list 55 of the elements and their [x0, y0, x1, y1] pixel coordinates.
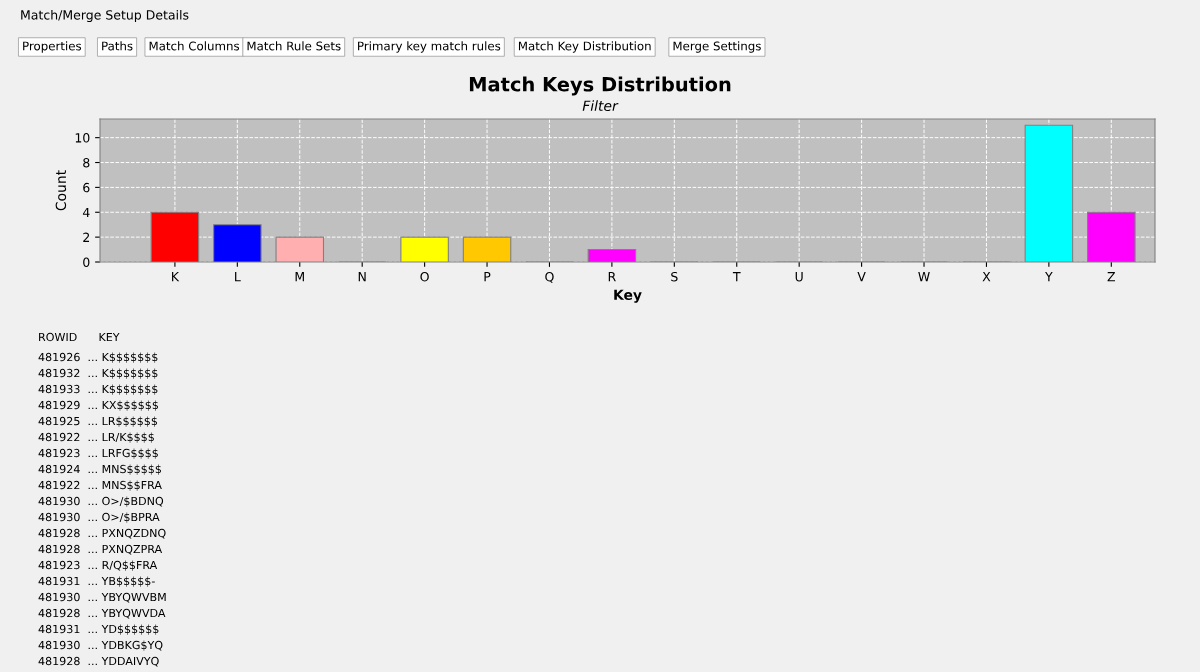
x-tick-label: N: [358, 272, 366, 282]
x-tick-label: S: [671, 271, 678, 282]
x-tick-label: R: [608, 272, 616, 282]
chart-title: Match Keys Distribution: [469, 76, 731, 96]
x-tick-label: Q: [545, 271, 554, 283]
y-tick-label: 10: [75, 133, 90, 143]
text: Merge Settings: [673, 41, 761, 53]
text: Match/Merge Setup Details: [21, 9, 189, 23]
text: 481930 ... YBYQWVBM: [38, 592, 166, 603]
text: 481930 ... O>/$BPRA: [38, 512, 160, 523]
text: 481932 ... K$$$$$$$: [38, 368, 158, 379]
text: ROWID KEY: [39, 332, 120, 342]
x-tick-label: Z: [1107, 272, 1116, 282]
text: Properties: [23, 41, 82, 53]
text: Match Key Distribution: [518, 41, 651, 53]
y-tick-label: 6: [83, 182, 90, 193]
x-tick-label: O: [420, 271, 429, 282]
text: 481931 ... YB$$$$$-: [38, 576, 155, 587]
y-tick-label: 8: [83, 157, 90, 168]
x-tick-label: X: [982, 272, 991, 282]
text: 481923 ... LRFG$$$$: [38, 448, 158, 459]
y-tick-label: 0: [83, 257, 90, 267]
text: 481930 ... O>/$BDNQ: [38, 496, 164, 507]
x-tick-label: M: [295, 272, 304, 282]
y-tick-label: 2: [83, 232, 90, 242]
x-tick-label: L: [235, 272, 241, 282]
text: Primary key match rules: [358, 41, 501, 53]
x-tick-label: K: [172, 272, 180, 282]
text: Paths: [102, 41, 133, 51]
text: 481929 ... KX$$$$$$: [38, 400, 158, 411]
y-axis-title: Count: [55, 170, 67, 211]
x-tick-label: W: [918, 272, 930, 282]
chart-subtitle: Filter: [582, 100, 619, 112]
y-tick-label: 4: [82, 207, 90, 218]
text: 481922 ... MNS$$FRA: [38, 480, 162, 491]
text: 481928 ... PXNQZDNQ: [38, 528, 166, 539]
text: 481922 ... LR/K$$$$: [38, 432, 154, 443]
text: 481923 ... R/Q$$FRA: [38, 560, 158, 571]
x-tick-label: T: [732, 272, 741, 282]
text: 481928 ... PXNQZPRA: [38, 544, 163, 555]
text: 481930 ... YDBKG$YQ: [38, 640, 163, 651]
text: Match Rule Sets: [247, 41, 341, 51]
text: 481928 ... YDDAIVYQ: [38, 656, 159, 667]
x-tick-label: P: [484, 272, 491, 282]
text: Match Columns: [149, 41, 240, 51]
x-tick-label: Y: [1045, 272, 1053, 282]
text: 481931 ... YD$$$$$$: [38, 624, 159, 635]
text: 481933 ... K$$$$$$$: [38, 384, 158, 395]
text: 481925 ... LR$$$$$$: [38, 416, 158, 427]
text: 481924 ... MNS$$$$$: [38, 464, 161, 475]
text: 481926 ... K$$$$$$$: [38, 352, 158, 363]
text: 481928 ... YBYQWVDA: [38, 608, 166, 619]
x-tick-label: V: [857, 272, 866, 282]
x-tick-label: U: [795, 272, 803, 282]
x-axis-title: Key: [614, 289, 642, 303]
